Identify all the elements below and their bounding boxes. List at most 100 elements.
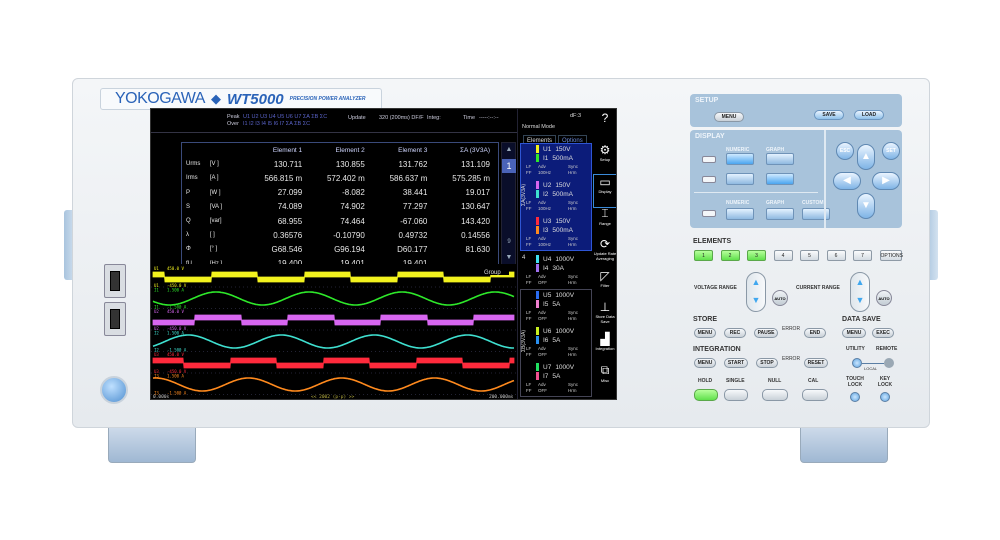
menu-store[interactable]: ⊥ Store Data Save bbox=[593, 300, 616, 334]
numeric-button-2[interactable] bbox=[726, 173, 754, 185]
element-current[interactable]: I2 500mA bbox=[536, 190, 573, 198]
element-button-options[interactable]: OPTIONS bbox=[879, 250, 903, 261]
menu-chart[interactable]: ▟ Integration bbox=[593, 332, 616, 366]
voltage-auto-button[interactable]: AUTO bbox=[772, 290, 788, 306]
graph-button-3[interactable] bbox=[766, 208, 794, 220]
store-menu-button[interactable]: MENU bbox=[694, 328, 716, 338]
key-lock-button[interactable] bbox=[880, 392, 890, 402]
last-page[interactable]: 9 bbox=[507, 239, 511, 245]
trace-bottom-scale: -450.0 V bbox=[167, 283, 187, 288]
custom-button[interactable] bbox=[802, 208, 830, 220]
wiring-group-a[interactable]: ΣA(3V3A) bbox=[520, 143, 592, 251]
element-current[interactable]: I1 500mA bbox=[536, 154, 573, 162]
element-voltage[interactable]: U2 150V bbox=[536, 181, 571, 189]
left-foot bbox=[108, 425, 196, 463]
element-voltage[interactable]: U7 1000V bbox=[536, 363, 574, 371]
up-arrow-button[interactable]: ▲ bbox=[857, 144, 875, 170]
esc-button[interactable]: ESC bbox=[836, 142, 854, 160]
right-foot bbox=[800, 425, 888, 463]
down-arrow-button[interactable]: ▼ bbox=[857, 193, 875, 219]
cal-button[interactable] bbox=[802, 389, 828, 401]
single-button[interactable] bbox=[724, 389, 748, 401]
voltage-range: 1000V bbox=[555, 291, 575, 299]
setup-menu-button[interactable]: MENU bbox=[714, 112, 744, 122]
pause-button[interactable]: PAUSE bbox=[754, 328, 778, 338]
stop-button[interactable]: STOP bbox=[756, 358, 778, 368]
element-current[interactable]: I5 5A bbox=[536, 300, 560, 308]
peak-indicators: U1 U2 U3 U4 U5 U6 U7 ΣA ΣB ΣC bbox=[243, 114, 328, 120]
voltage-channel: U6 bbox=[543, 327, 552, 335]
element-current[interactable]: I4 30A bbox=[536, 264, 564, 272]
table-cell: fU bbox=[186, 260, 192, 267]
element-button-2[interactable]: 2 bbox=[720, 250, 740, 261]
scroll-up-icon[interactable]: ▲ bbox=[505, 146, 513, 153]
current-page[interactable]: 1 bbox=[502, 159, 516, 173]
element-current[interactable]: I7 5A bbox=[536, 372, 560, 380]
right-arrow-button[interactable]: ▶ bbox=[872, 172, 900, 190]
current-channel: I3 bbox=[543, 226, 549, 234]
element-voltage[interactable]: U1 150V bbox=[536, 145, 571, 153]
integration-menu-button[interactable]: MENU bbox=[694, 358, 716, 368]
exec-button[interactable]: EXEC bbox=[872, 328, 894, 338]
menu-question[interactable]: ? bbox=[593, 111, 616, 145]
element-button-4[interactable]: 4 bbox=[773, 250, 793, 261]
current-auto-button[interactable]: AUTO bbox=[876, 290, 892, 306]
table-row: Irms [A ] 566.815 m 572.402 m 586.637 m 575.2… bbox=[182, 171, 498, 185]
touch-screen[interactable]: Peak Over U1 U2 U3 U4 U5 U6 U7 ΣA ΣB ΣC … bbox=[150, 108, 617, 400]
element-button-5[interactable]: 5 bbox=[800, 250, 819, 261]
element-voltage[interactable]: U5 1000V bbox=[536, 291, 574, 299]
element-current[interactable]: I6 5A bbox=[536, 336, 560, 344]
scroll-down-icon[interactable]: ▼ bbox=[505, 254, 513, 261]
numeric-button-1[interactable] bbox=[726, 153, 754, 165]
menu-label: Misc bbox=[600, 378, 610, 383]
end-button[interactable]: END bbox=[804, 328, 826, 338]
hold-button[interactable] bbox=[694, 389, 718, 401]
group-label: Group bbox=[484, 270, 501, 276]
current-range-label: CURRENT RANGE bbox=[796, 285, 840, 291]
reset-button[interactable]: RESET bbox=[804, 358, 828, 368]
current-range-rocker[interactable]: ▲ ▼ bbox=[850, 272, 870, 312]
element-voltage[interactable]: U6 1000V bbox=[536, 327, 574, 335]
wiring-group-b[interactable]: ΣB(3V3A) bbox=[520, 289, 592, 397]
data-save-menu-button[interactable]: MENU bbox=[842, 328, 866, 338]
element-button-7[interactable]: 7 bbox=[853, 250, 872, 261]
table-cell: 131.762 bbox=[398, 159, 428, 169]
cal-label: CAL bbox=[808, 378, 819, 384]
page-scroller[interactable]: ▲ 1 9 ▼ bbox=[501, 142, 516, 265]
menu-refresh[interactable]: ⟳ Update Rate Averaging bbox=[593, 237, 616, 271]
set-button[interactable]: SET bbox=[882, 142, 900, 160]
current-range: 500mA bbox=[552, 190, 574, 198]
element-voltage[interactable]: U4 1000V bbox=[536, 255, 574, 263]
save-button[interactable]: SAVE bbox=[814, 110, 844, 120]
element-voltage[interactable]: U3 150V bbox=[536, 217, 571, 225]
element-button-6[interactable]: 6 bbox=[826, 250, 846, 261]
power-button[interactable] bbox=[100, 376, 128, 404]
menu-toolbox[interactable]: ⧉ Misc bbox=[593, 363, 616, 397]
left-arrow-button[interactable]: ◀ bbox=[833, 172, 861, 190]
graph-button-1[interactable] bbox=[766, 153, 794, 165]
usb-port[interactable] bbox=[104, 302, 126, 336]
utility-button[interactable] bbox=[852, 358, 862, 368]
usb-port[interactable] bbox=[104, 264, 126, 298]
question-icon: ? bbox=[601, 111, 609, 125]
null-button[interactable] bbox=[762, 389, 788, 401]
trace-name: U3 bbox=[154, 352, 159, 357]
table-row: fU [Hz ] 19.400 19.401 19.401 bbox=[182, 257, 498, 271]
rec-button[interactable]: REC bbox=[724, 328, 746, 338]
element-current[interactable]: I3 500mA bbox=[536, 226, 573, 234]
graph-button-2[interactable] bbox=[766, 173, 794, 185]
menu-gear[interactable]: ⚙ Setup bbox=[593, 143, 616, 177]
menu-filter[interactable]: ◸ Filter bbox=[593, 269, 616, 303]
voltage-range-rocker[interactable]: ▲ ▼ bbox=[746, 272, 766, 312]
menu-range[interactable]: ⌶ Range bbox=[593, 206, 616, 240]
menu-display[interactable]: ▭ Display bbox=[593, 174, 616, 208]
touch-lock-button[interactable] bbox=[850, 392, 860, 402]
element-button-3[interactable]: 3 bbox=[747, 250, 766, 261]
load-button[interactable]: LOAD bbox=[854, 110, 884, 120]
peak-label: Peak bbox=[227, 114, 240, 120]
table-cell: [var] bbox=[209, 218, 222, 225]
start-button[interactable]: START bbox=[724, 358, 748, 368]
record-length: << 2002 (p-p) >> bbox=[311, 394, 355, 400]
numeric-button-3[interactable] bbox=[726, 208, 754, 220]
element-button-1[interactable]: 1 bbox=[694, 250, 713, 261]
